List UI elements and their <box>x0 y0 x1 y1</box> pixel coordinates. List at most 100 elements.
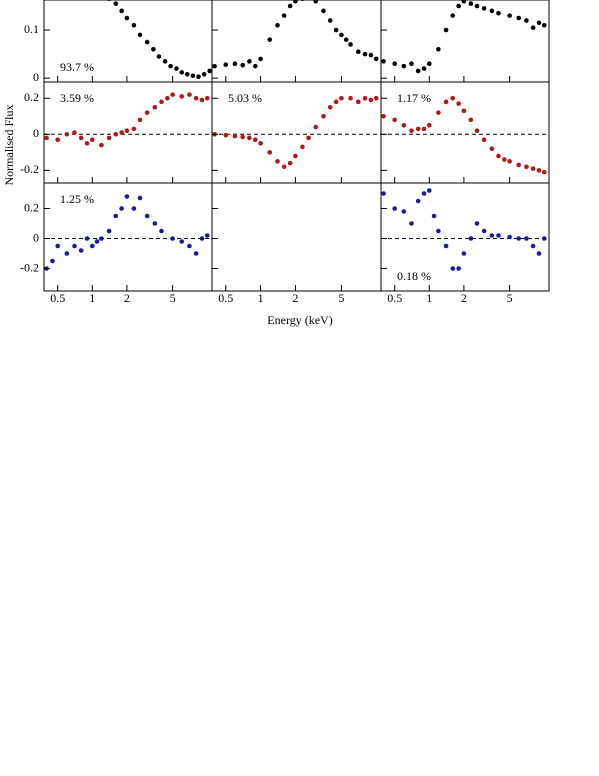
data-point <box>137 117 143 123</box>
panel-frame <box>211 0 382 83</box>
panel <box>381 0 547 74</box>
data-point <box>106 228 112 234</box>
data-point <box>124 15 130 21</box>
data-point <box>507 13 512 18</box>
data-point <box>333 99 339 105</box>
data-point <box>536 251 542 256</box>
data-point <box>94 239 100 244</box>
data-point <box>144 39 150 45</box>
data-point <box>450 95 456 101</box>
data-point <box>204 95 210 101</box>
y-tick-label: 0 <box>33 126 39 140</box>
data-point <box>443 243 449 249</box>
data-point <box>409 61 414 67</box>
data-point <box>144 213 150 219</box>
data-point <box>44 135 49 141</box>
data-point <box>170 236 175 241</box>
data-point <box>64 251 70 256</box>
data-point <box>541 236 547 241</box>
data-point <box>258 56 263 62</box>
data-point <box>90 137 95 143</box>
data-point <box>55 243 60 249</box>
data-point <box>392 61 397 67</box>
data-point <box>368 52 374 58</box>
data-point <box>196 74 201 80</box>
data-point <box>461 108 467 114</box>
data-point <box>119 8 124 14</box>
data-point <box>193 95 199 101</box>
data-point <box>421 191 427 196</box>
data-point <box>343 37 349 42</box>
x-tick-label: 2 <box>461 291 467 305</box>
data-point <box>179 239 185 244</box>
data-point <box>119 206 124 211</box>
data-point <box>474 128 480 133</box>
x-tick-label: 2 <box>124 291 130 305</box>
data-point <box>327 104 333 110</box>
data-point <box>281 164 287 170</box>
data-point <box>90 243 95 249</box>
data-point <box>84 236 90 241</box>
data-point <box>356 99 361 105</box>
data-point <box>443 27 449 33</box>
data-point <box>530 243 536 249</box>
data-point <box>281 13 287 18</box>
data-point <box>381 191 386 196</box>
data-point <box>427 122 432 128</box>
data-point <box>113 132 119 137</box>
data-point <box>212 63 217 69</box>
data-point <box>381 113 386 119</box>
data-point <box>468 236 474 241</box>
data-point <box>252 137 258 143</box>
data-point <box>339 95 344 101</box>
data-point <box>373 56 379 62</box>
data-point <box>50 258 55 264</box>
data-point <box>481 6 487 11</box>
data-point <box>401 63 407 69</box>
data-point <box>421 66 427 71</box>
data-point <box>193 251 199 256</box>
data-point <box>159 99 164 105</box>
data-point <box>144 110 150 115</box>
data-point <box>165 95 170 101</box>
data-point <box>223 62 229 67</box>
data-point <box>179 94 185 99</box>
data-point <box>461 0 467 4</box>
data-point <box>99 236 104 241</box>
data-point <box>131 22 137 28</box>
data-point <box>381 59 386 64</box>
data-point <box>151 46 156 52</box>
data-point <box>530 166 536 171</box>
data-point <box>174 66 179 71</box>
data-point <box>267 37 273 42</box>
panel <box>381 188 549 271</box>
data-point <box>84 141 90 146</box>
data-point <box>162 59 168 64</box>
data-point <box>456 101 461 106</box>
data-point <box>287 160 293 166</box>
data-point <box>124 128 130 133</box>
data-point <box>187 243 192 249</box>
x-tick-label: 5 <box>507 291 513 305</box>
panel-frame <box>211 182 382 292</box>
data-point <box>481 137 487 143</box>
y-tick-label: -0.2 <box>20 260 39 274</box>
data-point <box>313 124 319 130</box>
panel-frame <box>380 182 550 292</box>
data-point <box>468 1 474 6</box>
data-point <box>137 195 143 201</box>
data-point <box>267 150 273 155</box>
x-tick-label: 2 <box>292 291 298 305</box>
data-point <box>247 59 252 64</box>
data-point <box>489 146 495 152</box>
data-point <box>461 251 467 256</box>
data-point <box>392 117 397 123</box>
data-point <box>119 130 124 135</box>
data-point <box>131 126 137 132</box>
data-point <box>300 144 305 150</box>
data-point <box>427 188 432 193</box>
data-point <box>450 13 456 18</box>
data-point <box>339 32 344 38</box>
y-tick-label: 0 <box>33 230 39 244</box>
data-point <box>293 153 298 159</box>
